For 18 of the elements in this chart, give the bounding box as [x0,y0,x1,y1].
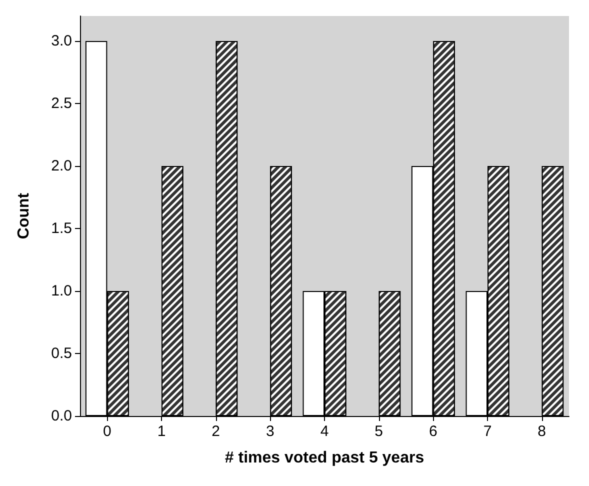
y-axis-title: Count [16,192,32,240]
y-tick-label: 0.0 [51,408,72,424]
y-tick-label: 1.5 [51,220,72,237]
x-tick-label: 1 [157,423,166,440]
x-tick-label: 2 [212,423,220,440]
y-tick-label: 1.0 [51,282,72,300]
y-tick-label: 0.5 [51,345,72,362]
y-tick-label: 2.5 [51,95,72,112]
x-axis-title: # times voted past 5 years [224,450,424,466]
y-tick-label: 3.0 [51,32,72,50]
x-tick-label: 0 [102,423,112,440]
x-tick-label: 4 [320,423,329,440]
x-tick-label: 3 [266,423,274,440]
x-tick-label: 6 [428,423,438,440]
y-tick-label: 2.0 [51,158,72,174]
x-tick-label: 8 [538,423,546,440]
x-tick-label: 5 [374,423,384,440]
x-tick-label: 7 [483,423,492,440]
